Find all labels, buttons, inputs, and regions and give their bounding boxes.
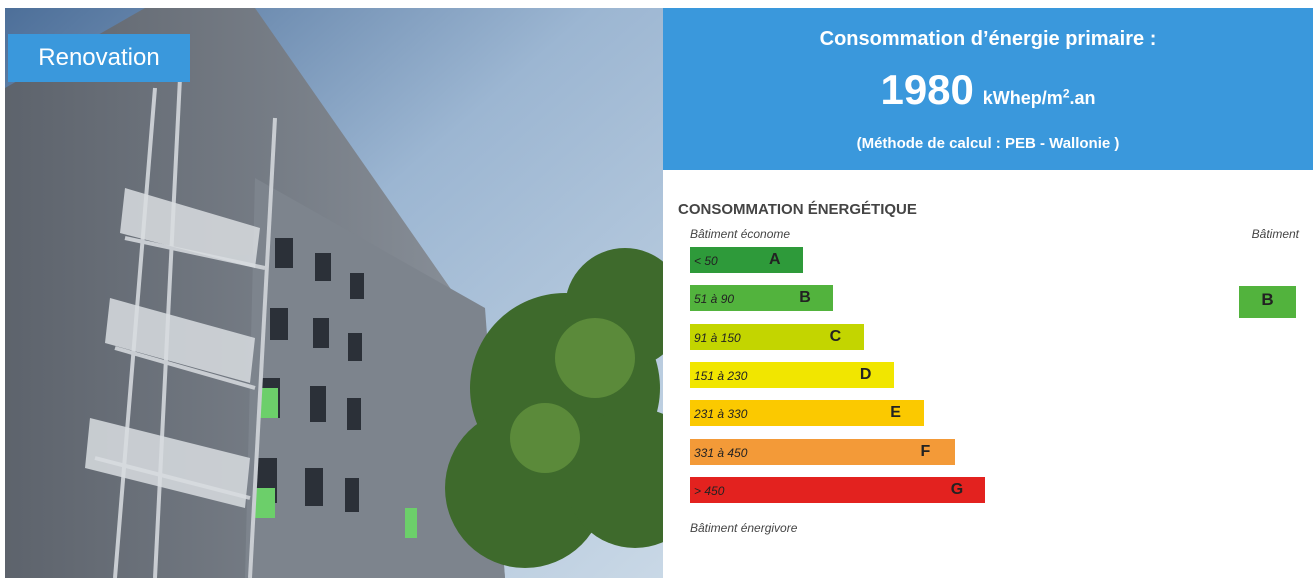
header-unit: kWhep/m — [983, 88, 1063, 108]
class-letter: F — [921, 443, 931, 461]
header-value-line: 1980 kWhep/m2.an — [663, 66, 1313, 114]
range-label: < 50 — [694, 254, 718, 268]
energy-bar: > 450 G — [690, 477, 985, 503]
header: Consommation d’énergie primaire : 1980 k… — [663, 8, 1313, 170]
header-method: (Méthode de calcul : PEB - Wallonie ) — [663, 135, 1313, 152]
class-letter: C — [830, 328, 842, 346]
building-photo — [5, 8, 663, 578]
energy-bar: 151 à 230 D — [690, 362, 894, 388]
section-title: CONSOMMATION ÉNERGÉTIQUE — [678, 201, 917, 218]
class-letter: G — [951, 481, 963, 499]
rating-indicator: B — [1239, 286, 1296, 318]
range-label: 51 à 90 — [694, 292, 734, 306]
header-unit-sup: 2 — [1063, 87, 1070, 101]
class-letter: B — [799, 289, 811, 307]
range-label: 331 à 450 — [694, 446, 747, 460]
page: Renovation Consommation d’énergie primai… — [0, 0, 1313, 578]
badge: Renovation — [8, 34, 190, 82]
range-label: 151 à 230 — [694, 369, 747, 383]
class-letter: D — [860, 366, 872, 384]
top-left-caption: Bâtiment économe — [690, 227, 790, 241]
bottom-caption: Bâtiment énergivore — [690, 521, 797, 535]
energy-bar: 51 à 90 B — [690, 285, 833, 311]
class-letter: A — [769, 251, 781, 269]
header-title: Consommation d’énergie primaire : — [663, 28, 1313, 51]
range-label: > 450 — [694, 484, 724, 498]
top-right-caption: Bâtiment — [1252, 227, 1299, 241]
energy-bar: 91 à 150 C — [690, 324, 864, 350]
class-letter: E — [890, 404, 901, 422]
energy-bar: 231 à 330 E — [690, 400, 924, 426]
energy-bar: 331 à 450 F — [690, 439, 955, 465]
energy-bar: < 50 A — [690, 247, 803, 273]
range-label: 231 à 330 — [694, 407, 747, 421]
header-unit-suffix: .an — [1070, 88, 1096, 108]
range-label: 91 à 150 — [694, 331, 741, 345]
header-value: 1980 — [880, 66, 973, 113]
